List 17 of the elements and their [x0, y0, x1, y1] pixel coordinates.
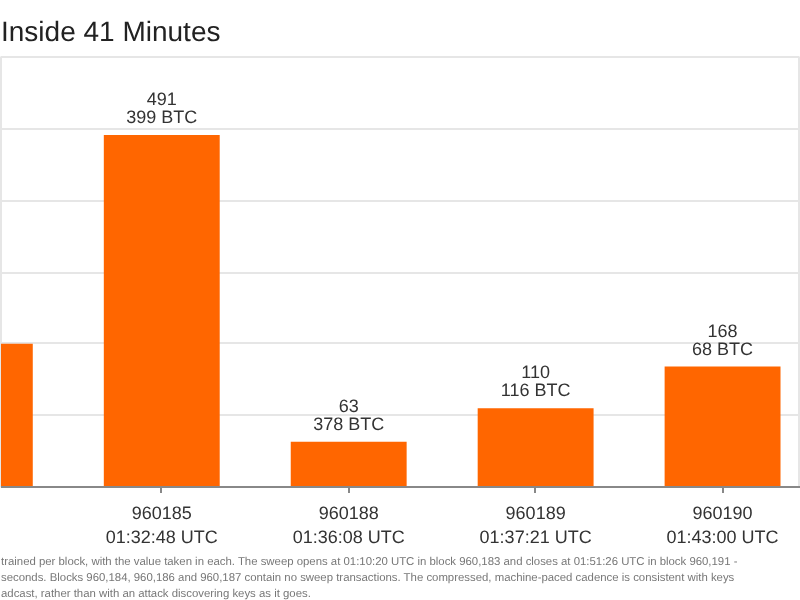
annotation: 399 BTC: [126, 107, 199, 128]
annotation: 68 BTC: [692, 338, 755, 359]
x-tick-label: 960188 01:36:08 UTC: [292, 503, 406, 547]
chart-title: Inside 41 Minutes: [1, 15, 221, 47]
bar: [664, 366, 781, 487]
annotation: 116 BTC: [500, 380, 572, 401]
bar: [477, 408, 594, 487]
data-label: 110: [521, 362, 550, 383]
bar: [290, 441, 407, 487]
annotation: 378 BTC: [313, 413, 386, 434]
x-tick-label: 960189 01:37:21 UTC: [479, 503, 593, 547]
bar: [103, 135, 220, 487]
data-label: 168: [707, 320, 738, 341]
data-label: 63: [338, 395, 359, 416]
data-label: 491: [146, 89, 177, 110]
x-tick-label: 960185 01:32:48 UTC: [105, 503, 219, 547]
x-tick-label: 960190 01:43:00 UTC: [666, 503, 780, 547]
